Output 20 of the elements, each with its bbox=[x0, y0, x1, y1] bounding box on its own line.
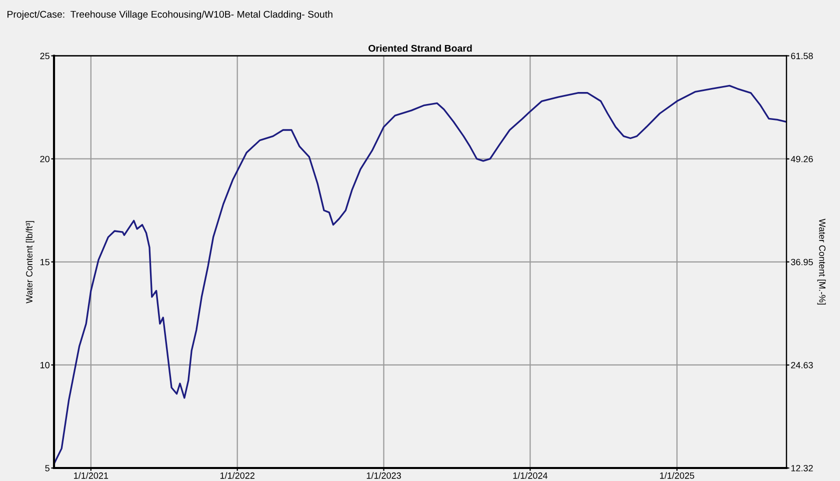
y2-tick-label: 61.58 bbox=[791, 52, 813, 60]
y-axis-title: Water Content [lb/ft³] bbox=[26, 221, 34, 304]
text: Project/Case: Treehouse Village Ecohousing/W10B- Metal Cladding- South bbox=[8, 10, 332, 20]
y2-tick-label: 36.95 bbox=[791, 258, 813, 266]
y-tick-label: 15 bbox=[40, 258, 50, 266]
line-series bbox=[54, 84, 786, 465]
y-tick-label: 25 bbox=[40, 52, 50, 60]
x-tick-label: 1/1/2022 bbox=[220, 472, 254, 479]
x-tick-label: 1/1/2024 bbox=[513, 472, 548, 479]
y-tick-label: 5 bbox=[45, 465, 50, 472]
x-tick-label: 1/1/2021 bbox=[74, 472, 108, 479]
chart-title: Oriented Strand Board bbox=[368, 44, 472, 52]
x-tick-label: 1/1/2025 bbox=[660, 472, 694, 479]
y-tick-label: 20 bbox=[40, 156, 50, 162]
y2-axis-title: Water Content [M.-%] bbox=[817, 218, 826, 304]
x-tick-label: 1/1/2023 bbox=[366, 472, 401, 479]
y2-tick-label: 12.32 bbox=[791, 464, 813, 472]
y-tick-label: 10 bbox=[40, 362, 50, 368]
y2-tick-label: 24.63 bbox=[791, 362, 813, 368]
y2-tick-label: 49.26 bbox=[790, 156, 813, 162]
